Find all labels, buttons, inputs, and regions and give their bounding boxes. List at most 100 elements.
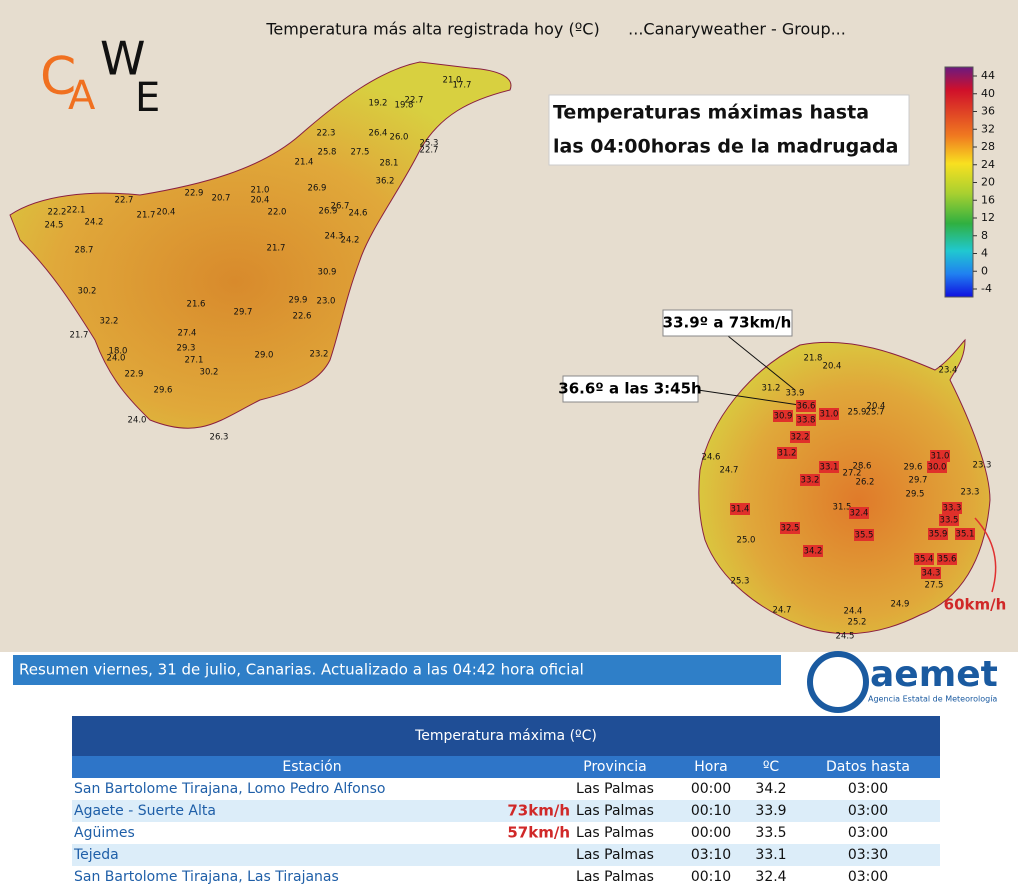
label-box (819, 461, 839, 473)
temp-label: 33.9 (786, 389, 805, 399)
time: 03:10 (691, 847, 731, 863)
column-header: Datos hasta (826, 759, 910, 775)
time: 00:00 (691, 781, 731, 797)
colorbar-tick-label: 28 (981, 140, 995, 153)
until: 03:30 (848, 847, 888, 863)
temp-label: 21.7 (137, 211, 156, 221)
temp-label: 27.5 (351, 148, 370, 158)
until: 03:00 (848, 803, 888, 819)
temp-label: 21.6 (187, 300, 206, 310)
temp-label: 24.3 (325, 232, 344, 242)
temp-label: 27.5 (925, 581, 944, 591)
temp-label: 26.9 (319, 207, 338, 217)
temp-label: 21.0 (251, 186, 270, 196)
temp: 32.4 (755, 869, 786, 885)
label-box (849, 507, 869, 519)
temp-label: 33.3 (943, 504, 962, 514)
aemet-subtitle: Agencia Estatal de Meteorología (868, 695, 997, 704)
temp-label: 29.6 (904, 463, 923, 473)
label-box (942, 502, 962, 514)
temp-label: 25.2 (848, 618, 867, 628)
temp-label: 35.4 (915, 555, 934, 565)
temp-label: 24.2 (341, 236, 360, 246)
temp-label: 29.0 (255, 351, 274, 361)
temp-label: 21.0 (443, 76, 462, 86)
table-title-bar (72, 716, 940, 756)
label-box (819, 408, 839, 420)
column-header: Provincia (583, 759, 646, 775)
temp-label: 34.2 (804, 547, 823, 557)
temp: 33.9 (755, 803, 786, 819)
temp-label: 22.0 (268, 208, 287, 218)
colorbar-tick-label: 16 (981, 193, 995, 206)
time: 00:10 (691, 869, 731, 885)
temp: 34.2 (755, 781, 786, 797)
logo: C A W E (40, 32, 160, 122)
temp-label: 30.9 (318, 268, 337, 278)
until: 03:00 (848, 781, 888, 797)
table-title: Temperatura máxima (ºC) (414, 728, 597, 744)
colorbar-tick-label: 4 (981, 247, 988, 260)
temp-label: 29.7 (234, 308, 253, 318)
temp-label: 31.0 (820, 410, 839, 420)
column-header: ºC (763, 759, 780, 775)
temp-label: 29.3 (177, 344, 196, 354)
station: Tejeda (73, 847, 119, 863)
temp-label: 22.6 (293, 312, 312, 322)
label-box (854, 529, 874, 541)
temp-label: 24.7 (720, 466, 739, 476)
temp-label: 24.0 (128, 416, 147, 426)
temp-label: 22.9 (125, 370, 144, 380)
colorbar-tick-label: -4 (981, 282, 992, 295)
label-box (796, 414, 816, 426)
temp-label: 20.4 (251, 196, 270, 206)
temp-label: 20.7 (212, 194, 231, 204)
province: Las Palmas (576, 847, 654, 863)
temp-label: 28.1 (380, 159, 399, 169)
table-row (72, 800, 940, 822)
temp-label: 25.7 (866, 408, 885, 418)
temp-label: 26.9 (308, 184, 327, 194)
temp-label: 30.2 (78, 287, 97, 297)
logo-letter: E (135, 75, 160, 121)
temp-label: 24.6 (702, 453, 721, 463)
temp-label: 22.9 (185, 189, 204, 199)
temp-label: 33.5 (940, 516, 959, 526)
label-box (955, 528, 975, 540)
temp-label: 31.2 (762, 384, 781, 394)
wind-note: 57km/h (507, 824, 570, 842)
colorbar-tick-label: 24 (981, 158, 995, 171)
label-box (796, 400, 816, 412)
temp-label: 33.8 (797, 416, 816, 426)
temp-label: 36.2 (376, 177, 395, 187)
temp-label: 21.7 (70, 331, 89, 341)
title: Temperatura más alta registrada hoy (ºC) (265, 20, 599, 39)
note-line: las 04:00horas de la madrugada (553, 136, 898, 158)
temp-label: 25.9 (848, 408, 867, 418)
temp-label: 19.2 (369, 99, 388, 109)
temp-label: 30.2 (200, 368, 219, 378)
label-box (921, 567, 941, 579)
map-labels: 21.017.719.2 19.822.722.3 26.4 26.025.322.7… (45, 76, 992, 642)
temp-label: 32.5 (781, 524, 800, 534)
province: Las Palmas (576, 869, 654, 885)
until: 03:00 (848, 869, 888, 885)
banner-text: Resumen viernes, 31 de julio, Canarias. … (19, 661, 584, 679)
table-header (72, 756, 940, 778)
province: Las Palmas (576, 781, 654, 797)
temp-label: 26.0 (390, 133, 409, 143)
label-box (939, 514, 959, 526)
temp-label: 26.2 (856, 478, 875, 488)
temp-label: 29.6 (154, 386, 173, 396)
aemet-name: aemet (870, 654, 998, 695)
table-row (72, 866, 940, 888)
temp-label: 29.7 (909, 476, 928, 486)
source: ...Canaryweather - Group... (628, 20, 846, 39)
logo-letter: C (40, 47, 76, 107)
callout-box (662, 309, 793, 337)
banner (13, 655, 781, 685)
callout-line (974, 517, 997, 593)
temp-label: 22.7 (405, 96, 424, 106)
colorbar-tick-label: 12 (981, 211, 995, 224)
temp-label: 22.7 (420, 146, 439, 156)
